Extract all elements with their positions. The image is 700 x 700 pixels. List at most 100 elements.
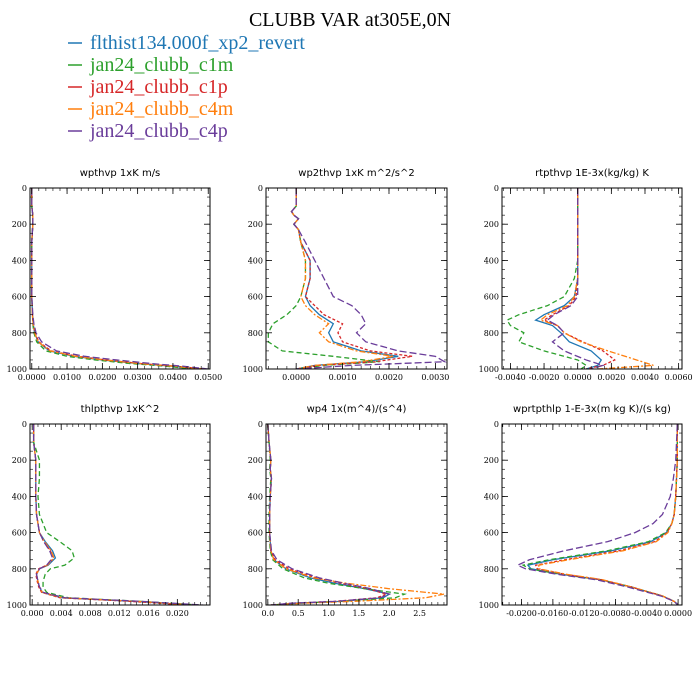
series-line-jan24_clubb_c4p (546, 188, 606, 369)
legend-entry: jan24_clubb_c1p (89, 76, 228, 98)
x-tick-label: -0.0080 (600, 609, 631, 618)
y-tick-label: 800 (484, 329, 499, 338)
series-group (267, 424, 445, 605)
panel-title: thlpthvp 1xK^2 (81, 404, 160, 415)
x-tick-label: 0.0100 (53, 373, 81, 382)
x-tick-label: 0.5 (292, 609, 305, 618)
series-line-jan24_clubb_c4p (31, 188, 209, 369)
y-tick-label: 200 (12, 456, 27, 465)
x-tick-label: 0.012 (108, 609, 131, 618)
y-tick-label: 600 (484, 293, 499, 302)
legend-entry: jan24_clubb_c4p (89, 120, 228, 142)
x-tick-label: 0.0000 (664, 609, 692, 618)
series-group (267, 188, 447, 369)
y-tick-label: 0 (22, 184, 27, 193)
y-tick-label: 1000 (479, 365, 499, 374)
y-tick-label: 400 (248, 256, 263, 265)
y-tick-label: 400 (484, 256, 499, 265)
x-tick-label: 0.0500 (194, 373, 222, 382)
y-tick-label: 200 (248, 456, 263, 465)
series-line-jan24_clubb_c4p (32, 424, 203, 605)
y-tick-label: 800 (12, 329, 27, 338)
x-tick-label: 1.0 (322, 609, 335, 618)
x-tick-label: 0.0300 (124, 373, 152, 382)
panels: wpthvp 1xK m/s0.0000 0.0100 0.0200 0.0300 0.… (7, 168, 693, 618)
figure-title: CLUBB VAR at305E,0N (249, 9, 451, 31)
series-line-jan24_clubb_c1m (267, 424, 408, 605)
x-tick-label: 2.5 (413, 609, 426, 618)
y-tick-label: 0 (22, 420, 27, 429)
x-tick-label: -0.0020 (529, 373, 560, 382)
panel-4: thlpthvp 1xK^2 0.000 0.004 0.008 0.012 0.016 0… (7, 404, 211, 618)
x-tick-label: 1.5 (353, 609, 366, 618)
series-line-jan24_clubb_c1m (32, 424, 200, 605)
panel-2: wp2thvp 1xK m^2/s^2 0.0000 0.0010 0.0020 0.0… (243, 168, 450, 382)
panel-3: rtpthvp 1E-3x(kg/kg) K -0.0040 -0.0020 0.00… (479, 168, 693, 382)
x-tick-label: 0.0000 (18, 373, 46, 382)
legend: flthist134.000f_xp2_revertjan24_clubb_c1… (68, 32, 305, 142)
x-tick-label: 0.000 (21, 609, 44, 618)
x-tick-label: 0.0 (261, 609, 274, 618)
x-tick-label: -0.0040 (495, 373, 526, 382)
legend-entry: flthist134.000f_xp2_revert (90, 32, 305, 54)
y-tick-label: 600 (248, 529, 263, 538)
series-line-jan24_clubb_c1m (267, 188, 380, 369)
series-group (32, 424, 203, 605)
y-tick-label: 600 (12, 293, 27, 302)
x-tick-label: 0.0020 (597, 373, 625, 382)
x-tick-label: -0.0120 (569, 609, 600, 618)
x-tick-label: 0.0020 (375, 373, 403, 382)
x-tick-label: 0.004 (50, 609, 73, 618)
y-tick-label: 0 (258, 184, 263, 193)
y-tick-label: 400 (248, 492, 263, 501)
panel-6: wprtpthlp 1-E-3x(m kg K)/(s kg)-0.0200 -0… (479, 404, 692, 618)
y-tick-label: 800 (248, 565, 263, 574)
y-tick-label: 400 (12, 492, 27, 501)
x-tick-label: 0.0040 (631, 373, 659, 382)
series-line-jan24_clubb_c1p (542, 188, 616, 369)
series-line-jan24_clubb_c4p (290, 188, 447, 369)
panel-title: rtpthvp 1E-3x(kg/kg) K (535, 168, 649, 179)
x-tick-label: 0.0400 (159, 373, 187, 382)
y-tick-label: 400 (12, 256, 27, 265)
panel-title: wp2thvp 1xK m^2/s^2 (298, 168, 414, 179)
legend-entry: jan24_clubb_c1m (89, 54, 234, 76)
y-tick-label: 0 (494, 420, 499, 429)
y-tick-label: 1000 (7, 601, 27, 610)
series-line-jan24_clubb_c4m (538, 424, 679, 605)
y-tick-label: 600 (12, 529, 27, 538)
series-group (31, 188, 209, 369)
series-group (516, 424, 679, 605)
series-line-flthist134.000f_xp2_revert (534, 188, 603, 369)
panel-1: wpthvp 1xK m/s 0.0000 0.0100 0.0200 0.0300 0.… (7, 168, 223, 382)
panel-title: wpthvp 1xK m/s (80, 168, 161, 179)
x-tick-label: -0.0160 (538, 609, 569, 618)
series-line-jan24_clubb_c4m (31, 188, 204, 369)
y-tick-label: 800 (248, 329, 263, 338)
panel-title: wp4 1x(m^4)/(s^4) (307, 404, 407, 415)
y-tick-label: 200 (484, 220, 499, 229)
x-tick-label: 0.0200 (88, 373, 116, 382)
series-line-jan24_clubb_c4p (267, 424, 392, 605)
y-tick-label: 1000 (7, 365, 27, 374)
x-tick-label: 0.0030 (421, 373, 449, 382)
x-tick-label: 0.0060 (665, 373, 693, 382)
y-tick-label: 0 (494, 184, 499, 193)
y-tick-label: 200 (12, 220, 27, 229)
series-line-jan24_clubb_c1p (534, 424, 679, 605)
x-tick-label: 0.0010 (329, 373, 357, 382)
x-tick-label: 0.016 (137, 609, 160, 618)
y-tick-label: 0 (258, 420, 263, 429)
x-tick-label: -0.0200 (506, 609, 537, 618)
y-tick-label: 600 (484, 529, 499, 538)
y-tick-label: 1000 (479, 601, 499, 610)
y-tick-label: 800 (12, 565, 27, 574)
x-tick-label: 0.0000 (282, 373, 310, 382)
y-tick-label: 200 (248, 220, 263, 229)
x-tick-label: 0.008 (79, 609, 102, 618)
x-tick-label: -0.0040 (631, 609, 662, 618)
y-tick-label: 200 (484, 456, 499, 465)
panel-5: wp4 1x(m^4)/(s^4) 0.0 0.5 1.0 1.5 2.0 2.5 0 200 4… (243, 404, 448, 618)
series-line-jan24_clubb_c4p (516, 424, 679, 605)
